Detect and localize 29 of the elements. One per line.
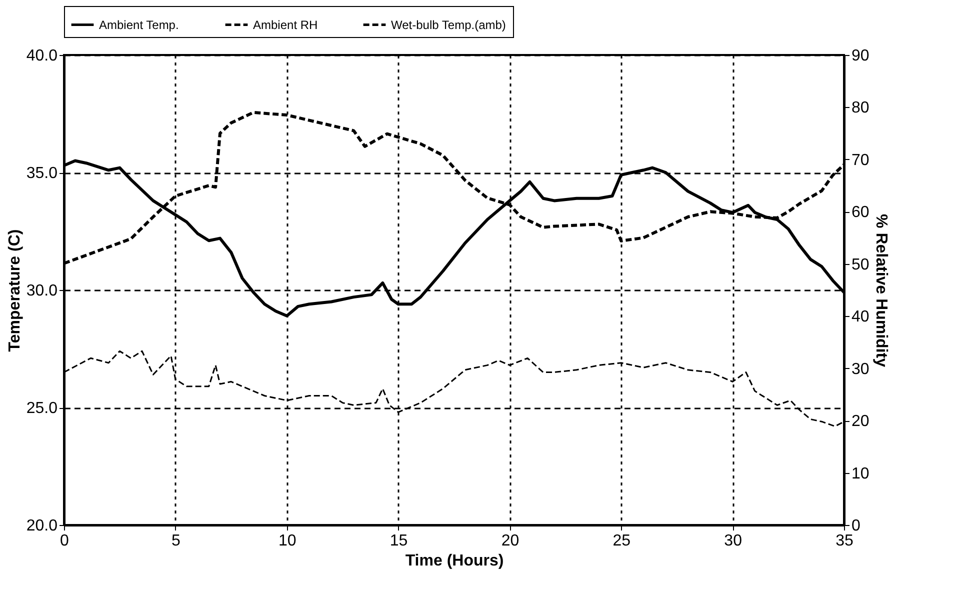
x-tick-label: 15 (390, 532, 408, 550)
y2-tick-label: 60 (852, 204, 870, 222)
legend-label: Ambient Temp. (99, 18, 179, 32)
y2-tick-label: 70 (852, 152, 870, 169)
x-tick-label: 25 (612, 532, 631, 550)
x-tick-label: 35 (836, 532, 854, 550)
x-tick-label: 20 (501, 532, 520, 550)
y-tick-label: 20.0 (26, 518, 58, 534)
y2-axis-title: % Relative Humidity (872, 214, 890, 368)
y-tick-label: 25.0 (26, 400, 58, 417)
legend-label: Ambient RH (253, 18, 318, 32)
y2-tick-label: 50 (852, 256, 870, 274)
x-tick-label: 10 (278, 532, 296, 550)
x-tick-label: 30 (724, 532, 742, 550)
y-tick-label: 35.0 (26, 165, 58, 182)
y2-tick-label: 90 (852, 48, 870, 64)
x-tick-label: 0 (60, 532, 70, 550)
y2-tick-label: 30 (852, 360, 870, 378)
y2-tick-label: 0 (852, 518, 860, 534)
y2-tick-label: 20 (852, 413, 870, 430)
y2-tick-label: 40 (852, 308, 870, 326)
legend-label: Wet-bulb Temp.(amb) (391, 18, 506, 32)
y2-tick-label: 10 (852, 465, 870, 482)
x-tick-label: 5 (171, 532, 180, 550)
y-axis-title: Temperature (C) (6, 229, 24, 352)
y-tick-label: 40.0 (26, 48, 58, 64)
y-tick-label: 30.0 (26, 282, 58, 300)
y2-tick-label: 80 (852, 100, 870, 117)
x-axis-title: Time (Hours) (405, 552, 504, 570)
